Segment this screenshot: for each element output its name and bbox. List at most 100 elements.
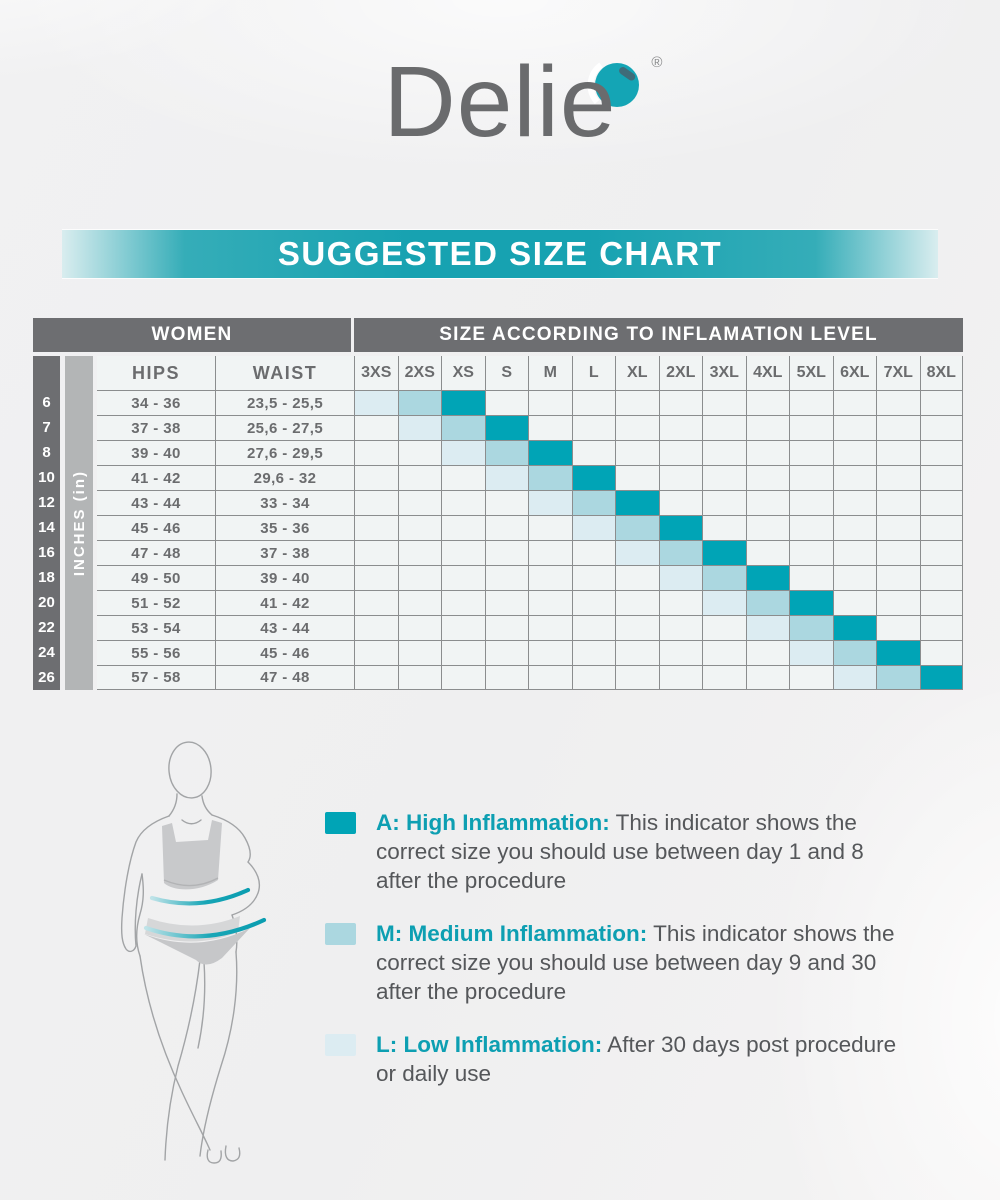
- hips-cell: 51 - 52: [97, 590, 215, 615]
- size-cell: [528, 615, 572, 640]
- size-column-label: M: [528, 356, 572, 390]
- waist-cell: 45 - 46: [215, 640, 354, 665]
- title-banner: SUGGESTED SIZE CHART: [62, 230, 938, 278]
- inflammation-legend: A: High Inflammation: This indicator sho…: [325, 808, 910, 1088]
- size-cell: [528, 640, 572, 665]
- size-cell: [745, 440, 789, 465]
- size-cell: [484, 490, 528, 515]
- size-cell: [397, 440, 441, 465]
- hips-cell: 41 - 42: [97, 465, 215, 490]
- waist-cell: 35 - 36: [215, 515, 354, 540]
- row-size-number: 24: [38, 644, 55, 661]
- hips-cell: 34 - 36: [97, 390, 215, 415]
- size-cell: [397, 640, 441, 665]
- size-cell: [789, 565, 833, 590]
- size-cell: [832, 515, 876, 540]
- size-cell: [702, 490, 746, 515]
- size-cell: [571, 440, 615, 465]
- size-cell: [441, 415, 485, 440]
- size-cell: [441, 590, 485, 615]
- hips-cell: 53 - 54: [97, 615, 215, 640]
- size-cell: [789, 465, 833, 490]
- size-cell: [528, 390, 572, 415]
- size-cell: [789, 665, 833, 690]
- size-cell: [484, 590, 528, 615]
- size-cell: [615, 665, 659, 690]
- size-cell: [615, 490, 659, 515]
- size-cell: [658, 640, 702, 665]
- size-cell: [789, 640, 833, 665]
- size-cell: [789, 390, 833, 415]
- size-cell: [919, 490, 963, 515]
- size-cell: [658, 465, 702, 490]
- size-cell: [354, 565, 398, 590]
- high-inflammation-swatch: [325, 812, 356, 834]
- size-cell: [919, 540, 963, 565]
- waist-cell: 23,5 - 25,5: [215, 390, 354, 415]
- size-cell: [876, 515, 920, 540]
- size-cell: [484, 415, 528, 440]
- size-cell: [658, 390, 702, 415]
- size-cell: [876, 490, 920, 515]
- size-cell: [441, 665, 485, 690]
- size-cell: [832, 540, 876, 565]
- row-size-number: 7: [42, 419, 51, 436]
- row-size-number: 14: [38, 519, 55, 536]
- size-cell: [441, 390, 485, 415]
- hips-cell: 49 - 50: [97, 565, 215, 590]
- size-cell: [397, 465, 441, 490]
- size-cell: [702, 390, 746, 415]
- size-cell: [832, 390, 876, 415]
- waist-cell: 43 - 44: [215, 615, 354, 640]
- size-cell: [528, 515, 572, 540]
- size-cell: [658, 665, 702, 690]
- women-header: WOMEN: [33, 318, 351, 352]
- size-number-column: [33, 356, 60, 690]
- size-cell: [528, 590, 572, 615]
- size-cell: [745, 665, 789, 690]
- size-cell: [397, 665, 441, 690]
- size-cell: [876, 665, 920, 690]
- size-cell: [702, 665, 746, 690]
- size-cell: [919, 565, 963, 590]
- size-cell: [745, 490, 789, 515]
- size-cell: [441, 490, 485, 515]
- size-cell: [919, 590, 963, 615]
- size-cell: [571, 565, 615, 590]
- size-table: WOMEN SIZE ACCORDING TO INFLAMATION LEVE…: [33, 318, 963, 690]
- size-column-label: 2XL: [658, 356, 702, 390]
- size-cell: [832, 465, 876, 490]
- size-cell: [789, 490, 833, 515]
- hips-cell: 57 - 58: [97, 665, 215, 690]
- size-cell: [876, 415, 920, 440]
- waist-cell: 41 - 42: [215, 590, 354, 615]
- size-cell: [397, 565, 441, 590]
- row-size-number: 10: [38, 469, 55, 486]
- size-cell: [571, 590, 615, 615]
- size-cell: [354, 440, 398, 465]
- size-cell: [876, 590, 920, 615]
- size-cell: [571, 640, 615, 665]
- size-cell: [484, 390, 528, 415]
- hips-cell: 45 - 46: [97, 515, 215, 540]
- inflammation-level-header: SIZE ACCORDING TO INFLAMATION LEVEL: [354, 318, 963, 352]
- size-cell: [528, 490, 572, 515]
- size-cell: [354, 540, 398, 565]
- inches-unit-bar: INCHES (in): [65, 356, 93, 690]
- size-cell: [528, 665, 572, 690]
- size-cell: [484, 665, 528, 690]
- size-cell: [919, 615, 963, 640]
- brand-name: Delie: [383, 46, 617, 158]
- size-cell: [397, 490, 441, 515]
- size-cell: [354, 590, 398, 615]
- size-cell: [615, 440, 659, 465]
- size-cell: [745, 415, 789, 440]
- size-cell: [571, 465, 615, 490]
- size-cell: [484, 540, 528, 565]
- size-cell: [876, 440, 920, 465]
- size-cell: [354, 465, 398, 490]
- size-cell: [397, 540, 441, 565]
- low-inflammation-swatch: [325, 1034, 356, 1057]
- size-cell: [832, 440, 876, 465]
- size-cell: [745, 590, 789, 615]
